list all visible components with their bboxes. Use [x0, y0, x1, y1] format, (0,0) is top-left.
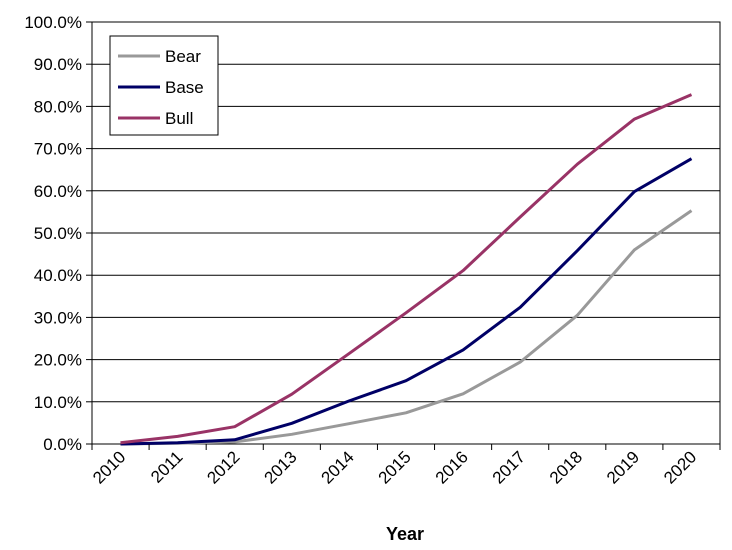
x-tick-label: 2017 — [489, 447, 529, 487]
x-tick-label: 2013 — [260, 447, 300, 487]
series-line-base — [120, 157, 693, 446]
y-tick-label: 50.0% — [34, 224, 82, 243]
y-tick-label: 20.0% — [34, 351, 82, 370]
y-tick-label: 10.0% — [34, 393, 82, 412]
series-lines — [120, 93, 693, 446]
x-tick-label: 2019 — [603, 447, 643, 487]
y-tick-label: 60.0% — [34, 182, 82, 201]
x-tick-label: 2015 — [375, 447, 415, 487]
x-tick-label: 2011 — [147, 447, 186, 486]
x-axis-ticks: 2010 2011 2012 2013 2014 2015 2016 2017 2018 2019… — [89, 444, 721, 488]
legend-label: Bear — [165, 47, 201, 66]
x-tick-label: 2010 — [89, 447, 129, 487]
series-line-bull — [120, 93, 693, 445]
x-tick-label: 2018 — [546, 447, 586, 487]
y-tick-label: 90.0% — [34, 55, 82, 74]
legend-label: Bull — [165, 109, 193, 128]
series-line-bear — [120, 209, 693, 446]
y-tick-label: 30.0% — [34, 308, 82, 327]
x-tick-label: 2014 — [318, 447, 358, 487]
y-tick-label: 100.0% — [24, 13, 82, 32]
legend: Bear Base Bull — [109, 35, 219, 136]
y-tick-label: 80.0% — [34, 97, 82, 116]
y-tick-label: 40.0% — [34, 266, 82, 285]
x-tick-label: 2020 — [660, 447, 700, 487]
x-tick-label: 2016 — [432, 447, 472, 487]
y-tick-label: 70.0% — [34, 140, 82, 159]
y-axis-ticks: 0.0% 10.0% 20.0% 30.0% 40.0% 50.0% 60.0% 70.0% 8… — [24, 13, 92, 454]
y-tick-label: 0.0% — [43, 435, 82, 454]
legend-label: Base — [165, 78, 204, 97]
x-axis-title: Year — [386, 524, 424, 544]
x-tick-label: 2012 — [203, 447, 243, 487]
